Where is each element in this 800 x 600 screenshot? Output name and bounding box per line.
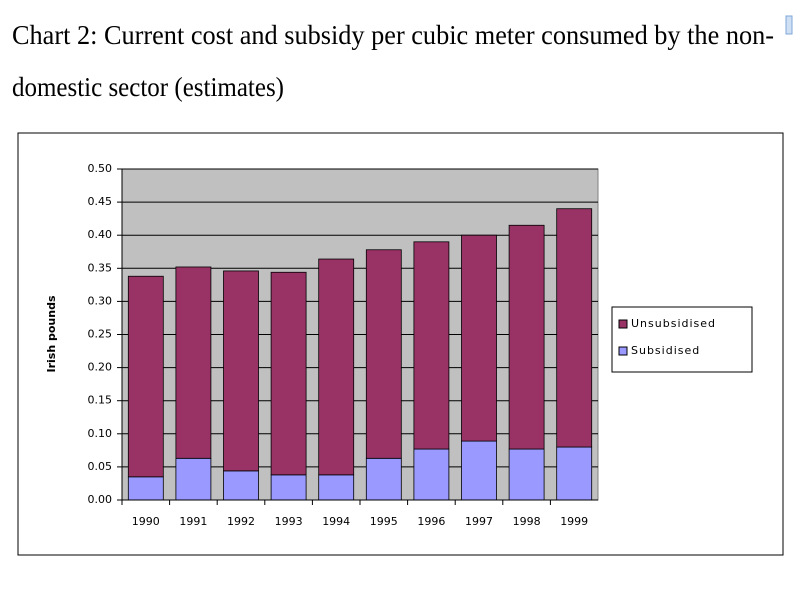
x-tick-label: 1990 [132,515,160,528]
bar-segment [223,270,259,472]
y-tick-label: 0.20 [88,361,113,374]
y-tick-label: 0.30 [88,294,113,307]
bar-segment [508,448,545,501]
bar-segment [365,457,402,501]
bar-segment [127,476,164,501]
bar-segment [508,224,545,450]
x-tick-label: 1994 [322,515,350,528]
bar-segment [413,241,450,450]
bar-segment [127,275,164,478]
bar-segment [413,448,450,501]
x-tick-label: 1996 [417,515,445,528]
legend-label: Unsubsidised [631,317,716,330]
y-tick-label: 0.15 [88,394,113,407]
bar-segment [461,440,497,501]
legend-box [611,306,753,373]
y-tick-label: 0.40 [88,228,113,241]
legend-label: Subsidised [631,344,700,357]
y-tick-label: 0.05 [88,460,113,473]
x-tick-label: 1995 [370,515,398,528]
y-tick-label: 0.50 [88,162,113,175]
bar-segment [270,474,307,501]
y-axis-label: Irish pounds [45,295,58,372]
x-tick-label: 1997 [465,515,493,528]
y-tick-label: 0.25 [88,328,113,341]
bar-segment [556,208,593,448]
bar-segment [270,271,307,476]
x-tick-label: 1991 [179,515,207,528]
bar-segment [318,474,355,501]
bar-segment [223,470,259,501]
bar-segment [461,234,497,442]
bar-segment [318,258,355,476]
x-tick-label: 1993 [275,515,303,528]
bar-segment [365,249,402,459]
chart-title: domestic sector (estimates) [12,72,284,102]
x-tick-label: 1998 [513,515,541,528]
y-tick-label: 0.35 [88,261,113,274]
x-tick-label: 1992 [227,515,255,528]
y-tick-label: 0.00 [88,493,113,506]
y-tick-label: 0.10 [88,427,113,440]
bar-segment [556,446,593,501]
legend-swatch [618,319,628,329]
x-tick-label: 1999 [560,515,588,528]
legend-swatch [618,346,628,356]
bar-segment [175,266,212,459]
bar-segment [175,457,212,501]
y-tick-label: 0.45 [88,195,113,208]
chart-title: Chart 2: Current cost and subsidy per cu… [12,20,774,50]
page-edge-marker [785,15,793,35]
